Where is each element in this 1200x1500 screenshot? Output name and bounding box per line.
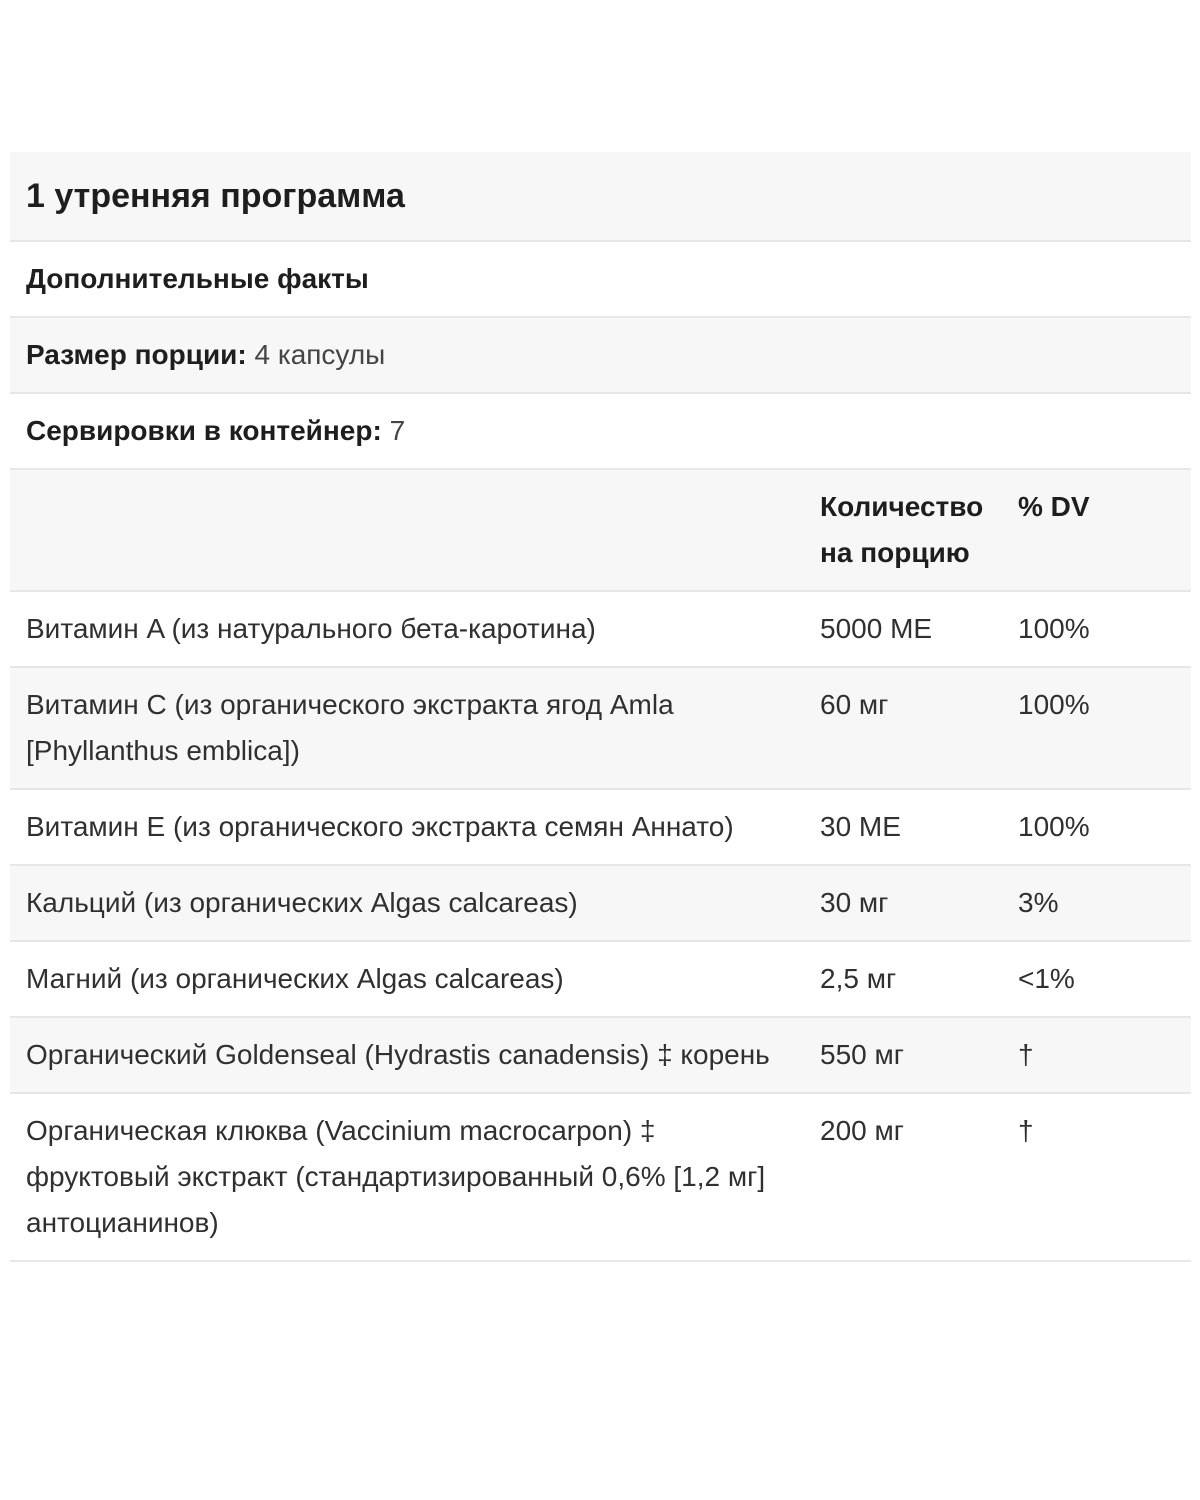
ingredient-amount: 60 мг [820,689,889,720]
ingredient-name: Органический Goldenseal (Hydrastis canad… [26,1039,770,1070]
servings-per-container-row: Сервировки в контейнер: 7 [10,394,1191,470]
ingredient-name: Кальций (из органических Algas calcareas… [26,887,578,918]
servings-per-container-label: Сервировки в контейнер: [26,415,382,446]
ingredient-name: Витамин A (из натурального бета-каротина… [26,613,596,644]
ingredient-dv: 100% [1018,811,1090,842]
ingredient-name: Магний (из органических Algas calcareas) [26,963,564,994]
servings-per-container-value: 7 [389,415,406,446]
serving-size-row: Размер порции: 4 капсулы [10,318,1191,394]
program-title-text: 1 утренняя программа [26,177,405,215]
ingredient-dv: † [1018,1039,1034,1070]
table-row: Магний (из органических Algas calcareas)… [10,942,1191,1018]
table-row: Витамин A (из натурального бета-каротина… [10,592,1191,668]
ingredient-amount: 2,5 мг [820,963,897,994]
serving-size-value: 4 капсулы [254,339,386,370]
ingredient-dv: 100% [1018,613,1090,644]
table-row: Кальций (из органических Algas calcareas… [10,866,1191,942]
table-row: Органический Goldenseal (Hydrastis canad… [10,1018,1191,1094]
facts-heading-text: Дополнительные факты [26,263,369,294]
header-percent-dv: % DV [1018,491,1090,522]
table-header-row: Количество на порцию % DV [10,470,1191,592]
table-row: Витамин C (из органического экстракта яг… [10,668,1191,790]
table-row: Витамин E (из органического экстракта се… [10,790,1191,866]
ingredient-name: Витамин C (из органического экстракта яг… [26,689,674,766]
table-row: Органическая клюква (Vaccinium macrocarp… [10,1094,1191,1262]
ingredient-dv: <1% [1018,963,1075,994]
supplement-facts-table: 1 утренняя программа Дополнительные факт… [10,152,1191,1262]
program-title: 1 утренняя программа [10,152,1191,242]
ingredient-amount: 30 ME [820,811,901,842]
facts-heading-row: Дополнительные факты [10,242,1191,318]
ingredient-amount: 200 мг [820,1115,904,1146]
ingredient-amount: 30 мг [820,887,889,918]
serving-size-label: Размер порции: [26,339,247,370]
ingredient-dv: 3% [1018,887,1059,918]
header-amount-per-serving: Количество на порцию [820,491,984,568]
ingredient-name: Витамин E (из органического экстракта се… [26,811,734,842]
ingredient-amount: 5000 ME [820,613,933,644]
ingredient-dv: 100% [1018,689,1090,720]
ingredient-dv: † [1018,1115,1034,1146]
ingredient-name: Органическая клюква (Vaccinium macrocarp… [26,1115,766,1238]
ingredient-amount: 550 мг [820,1039,904,1070]
